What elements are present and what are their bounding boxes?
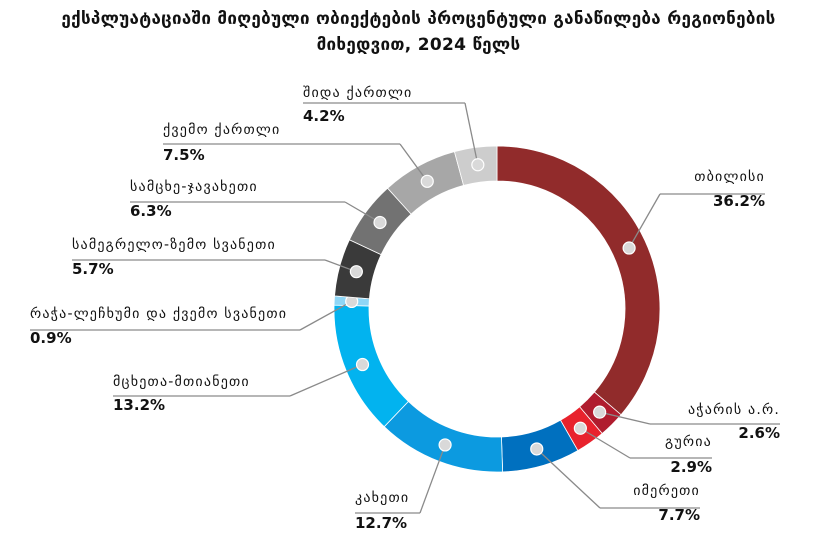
slice-marker-dot-0	[622, 241, 636, 255]
leader-line-6	[299, 300, 353, 331]
slice-marker-dot-1	[593, 405, 607, 419]
leader-line-3	[536, 448, 601, 509]
slice-marker-dot-3	[530, 442, 544, 456]
slice-value-label-5: 13.2%	[113, 396, 165, 414]
leader-line-9	[399, 143, 428, 182]
slice-label-9: ქვემო ქართლი	[163, 121, 280, 138]
slice-value-label-3: 7.7%	[658, 506, 700, 524]
slice-value-label-1: 2.6%	[738, 424, 780, 442]
slice-label-2: გურია	[665, 433, 712, 450]
slice-value-label-7: 5.7%	[72, 260, 114, 278]
slice-label-6: რაჭა-ლეჩხუმი და ქვემო სვანეთი	[30, 305, 287, 322]
leader-line-8	[344, 201, 381, 224]
slice-marker-dot-10	[471, 158, 485, 172]
slice-marker-dot-7	[349, 265, 363, 279]
slice-0	[496, 145, 661, 416]
chart-title-line-2: მიხედვით, 2024 წელს	[316, 35, 521, 55]
slice-value-label-0: 36.2%	[713, 192, 765, 210]
slice-label-8: სამცხე-ჯავახეთი	[130, 179, 258, 195]
slice-5	[333, 304, 409, 428]
slice-value-label-6: 0.9%	[30, 329, 72, 347]
chart-title: ექსპლუატაციაში მიღებული ობიექტების პროცე…	[0, 6, 837, 58]
slice-label-4: კახეთი	[355, 490, 409, 506]
slice-value-label-8: 6.3%	[130, 202, 172, 220]
leader-line-5	[289, 363, 363, 397]
leader-line-10	[464, 102, 479, 165]
slice-marker-dot-8	[373, 215, 387, 230]
slice-value-label-9: 7.5%	[163, 146, 205, 164]
slice-label-7: სამეგრელო-ზემო სვანეთი	[72, 236, 276, 253]
chart-title-line-1: ექსპლუატაციაში მიღებული ობიექტების პროცე…	[61, 9, 776, 29]
slice-label-10: შიდა ქართლი	[303, 84, 413, 101]
slice-4	[383, 400, 504, 473]
slice-value-label-4: 12.7%	[355, 514, 407, 532]
slice-value-label-10: 4.2%	[303, 107, 345, 125]
slice-marker-dot-9	[420, 174, 434, 188]
slice-marker-dot-5	[355, 357, 370, 372]
leader-line-2	[580, 427, 631, 459]
slice-label-5: მცხეთა-მთიანეთი	[113, 374, 250, 390]
slice-value-label-2: 2.9%	[670, 458, 712, 476]
leader-line-1	[599, 411, 651, 425]
slice-label-0: თბილისი	[694, 169, 765, 185]
slice-marker-dot-4	[438, 438, 452, 452]
slice-label-3: იმერეთი	[633, 482, 700, 499]
slice-label-1: აჭარის ა.რ.	[688, 401, 780, 418]
slice-marker-dot-2	[573, 421, 587, 435]
leader-line-4	[419, 444, 446, 514]
leader-line-0	[628, 193, 661, 249]
